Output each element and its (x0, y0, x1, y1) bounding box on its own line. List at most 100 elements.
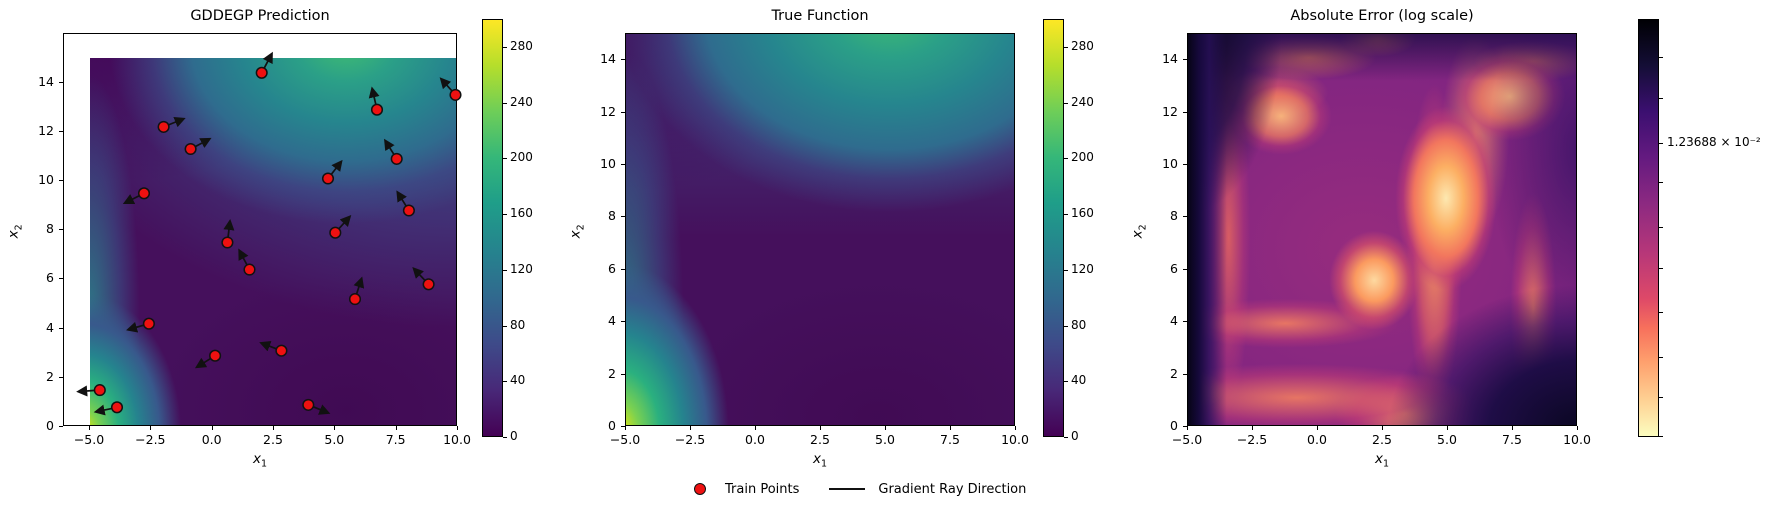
y-tick-label: 10 (600, 156, 616, 171)
x-tick (1317, 426, 1318, 430)
x-tick (885, 426, 886, 430)
y-tick-label: 12 (38, 122, 54, 138)
y-tick (1183, 268, 1187, 270)
y-tick (621, 321, 625, 323)
panel-title-gddegp: GDDEGP Prediction (190, 8, 330, 24)
x-axis-label-true-function: x1 (812, 451, 828, 470)
y-tick-label: 2 (46, 368, 54, 384)
y-tick-label: 8 (608, 208, 616, 224)
heatmap-absolute-error (1188, 34, 1576, 425)
y-tick (1183, 426, 1187, 427)
y-tick-label: 8 (46, 221, 54, 237)
y-tick-label: 4 (1170, 313, 1178, 329)
gradient-ray-arrow (412, 266, 426, 282)
train-point (275, 344, 288, 357)
colorbar-tick-label: 160 (510, 206, 533, 221)
y-tick (1183, 111, 1187, 113)
colorbar-tick (1659, 143, 1663, 145)
train-point (157, 120, 170, 133)
x-tick-label: −2.5 (135, 432, 166, 447)
x-tick (273, 426, 274, 430)
x-tick-label: 0.0 (745, 432, 765, 447)
colorbar-tick (1064, 269, 1068, 271)
y-tick-label: 0 (1170, 418, 1178, 433)
y-tick-label: 10 (38, 172, 54, 187)
colorbar-tick-label: 200 (1071, 150, 1094, 165)
colorbar-tick (503, 269, 507, 271)
train-point (255, 66, 268, 79)
colorbar-tick (1064, 46, 1068, 48)
colorbar-tick-label: 240 (1071, 94, 1094, 109)
train-point (422, 278, 435, 291)
colorbar-tick-label: 200 (510, 150, 533, 165)
y-tick-label: 12 (1162, 103, 1178, 119)
gradient-ray-arrow (353, 276, 365, 295)
y-tick-label: 2 (608, 365, 616, 381)
train-points-overlay (76, 51, 462, 416)
plot-area-true-function (625, 33, 1015, 426)
colorbar-tick (1659, 98, 1663, 99)
y-tick (59, 376, 63, 378)
x-tick-label: −5.0 (609, 432, 641, 447)
colorbar-tick-label: 0 (510, 429, 518, 443)
x-tick (1512, 426, 1513, 430)
x-tick (950, 426, 951, 430)
colorbar-tick-label: 40 (510, 373, 526, 388)
train-point (142, 317, 155, 330)
colorbar-tick-label: 80 (1071, 317, 1087, 332)
y-tick-label: 6 (608, 260, 616, 276)
y-tick (621, 426, 625, 427)
y-tick (621, 373, 625, 375)
x-tick-label: 10.0 (1563, 432, 1591, 447)
gradient-ray-legend-marker (829, 487, 866, 491)
colorbar-tick (1659, 357, 1663, 359)
legend-label-train-points: Train Points (725, 481, 800, 497)
colorbar-tick (503, 214, 507, 216)
y-tick-label: 8 (1170, 208, 1178, 224)
colorbar-tick (503, 46, 507, 48)
gradient-ray-arrow (76, 385, 95, 397)
y-tick (59, 327, 63, 329)
y-tick (621, 164, 625, 165)
y-tick-label: 14 (1162, 51, 1178, 67)
colorbar-tick-label: 120 (1071, 261, 1094, 276)
x-tick-label: −2.5 (1236, 432, 1268, 447)
colorbar-tick (1064, 214, 1068, 216)
colorbar-tick-label: 280 (510, 38, 533, 53)
colorbar-tick-label: 120 (510, 261, 533, 276)
colorbar-tick-label: 80 (510, 317, 526, 332)
contour-plot-gddegp (90, 58, 456, 425)
gradient-ray-arrow (259, 341, 278, 352)
colorbar-tick (1659, 396, 1663, 398)
x-tick-label: 10.0 (443, 432, 471, 447)
y-tick-label: 0 (608, 418, 616, 433)
train-point (402, 204, 415, 217)
train-point (110, 401, 124, 414)
x-tick-label: 2.5 (1372, 432, 1392, 447)
colorbar-true-function (1043, 19, 1064, 437)
legend-label-gradient-ray: Gradient Ray Direction (878, 481, 1027, 497)
y-tick-label: 2 (1170, 365, 1178, 381)
plot-area-absolute-error (1187, 33, 1577, 426)
x-tick (1382, 426, 1383, 430)
gradient-ray-arrow (126, 321, 145, 333)
x-tick-label: 10.0 (1001, 432, 1029, 447)
x-tick-label: 2.5 (810, 432, 830, 447)
colorbar-tick (1064, 381, 1068, 383)
y-tick (59, 180, 63, 181)
colorbar-tick (1064, 102, 1068, 104)
x-tick-label: 2.5 (263, 432, 283, 447)
colorbar-tick (1659, 57, 1663, 59)
colorbar-tick-label: 0 (1071, 429, 1079, 443)
gradient-ray-arrow (396, 190, 408, 207)
x-tick (211, 426, 213, 430)
gradient-ray-arrow (439, 77, 453, 92)
x-tick-label: 5.0 (875, 432, 895, 447)
colorbar-tick (503, 381, 507, 383)
x-tick-label: 7.5 (1502, 432, 1522, 447)
x-tick-label: 7.5 (385, 432, 406, 447)
panel-title-true-function: True Function (771, 8, 869, 24)
panel-title-absolute-error: Absolute Error (log scale) (1290, 8, 1474, 24)
plot-area-gddegp (63, 33, 462, 426)
x-tick-label: 5.0 (1437, 432, 1457, 447)
